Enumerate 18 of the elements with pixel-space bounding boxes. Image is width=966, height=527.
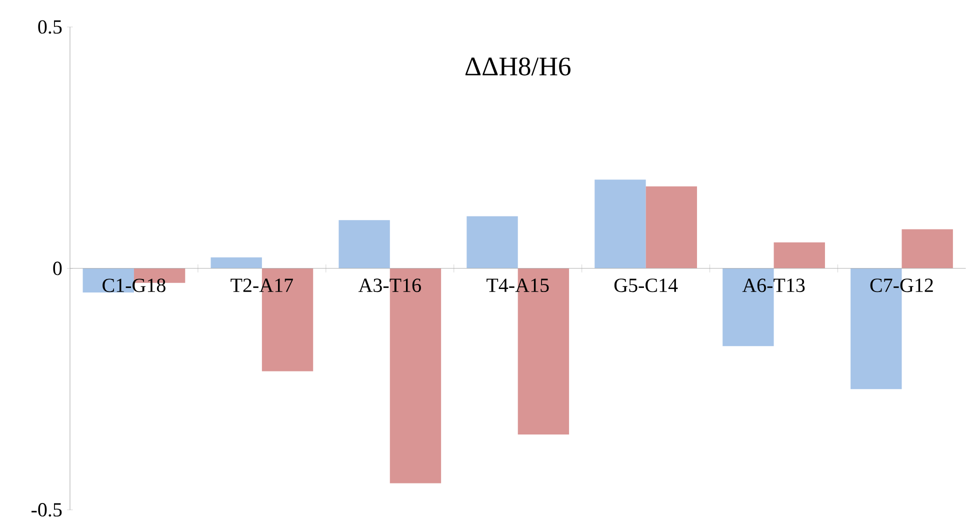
bar <box>594 180 646 268</box>
y-tick-label: 0.5 <box>38 20 62 34</box>
x-tick-label: G5-C14 <box>614 278 678 292</box>
x-tick-label: T2-A17 <box>230 278 293 292</box>
x-tick-label: A6-T13 <box>742 278 805 292</box>
bar <box>902 229 953 268</box>
bar <box>466 216 518 268</box>
text: ΔΔH8/H6 <box>465 58 570 76</box>
bar <box>646 186 698 268</box>
x-tick-label: A3-T16 <box>358 278 421 292</box>
x-tick-label: C1-G18 <box>102 278 166 292</box>
x-tick-label: C7-G12 <box>870 278 933 292</box>
y-tick-label: -0.5 <box>32 503 62 517</box>
bar <box>338 220 390 268</box>
x-tick-label: T4-A15 <box>486 278 549 292</box>
y-tick-label: 0 <box>53 262 62 276</box>
bar <box>774 242 825 268</box>
bar <box>210 257 262 268</box>
